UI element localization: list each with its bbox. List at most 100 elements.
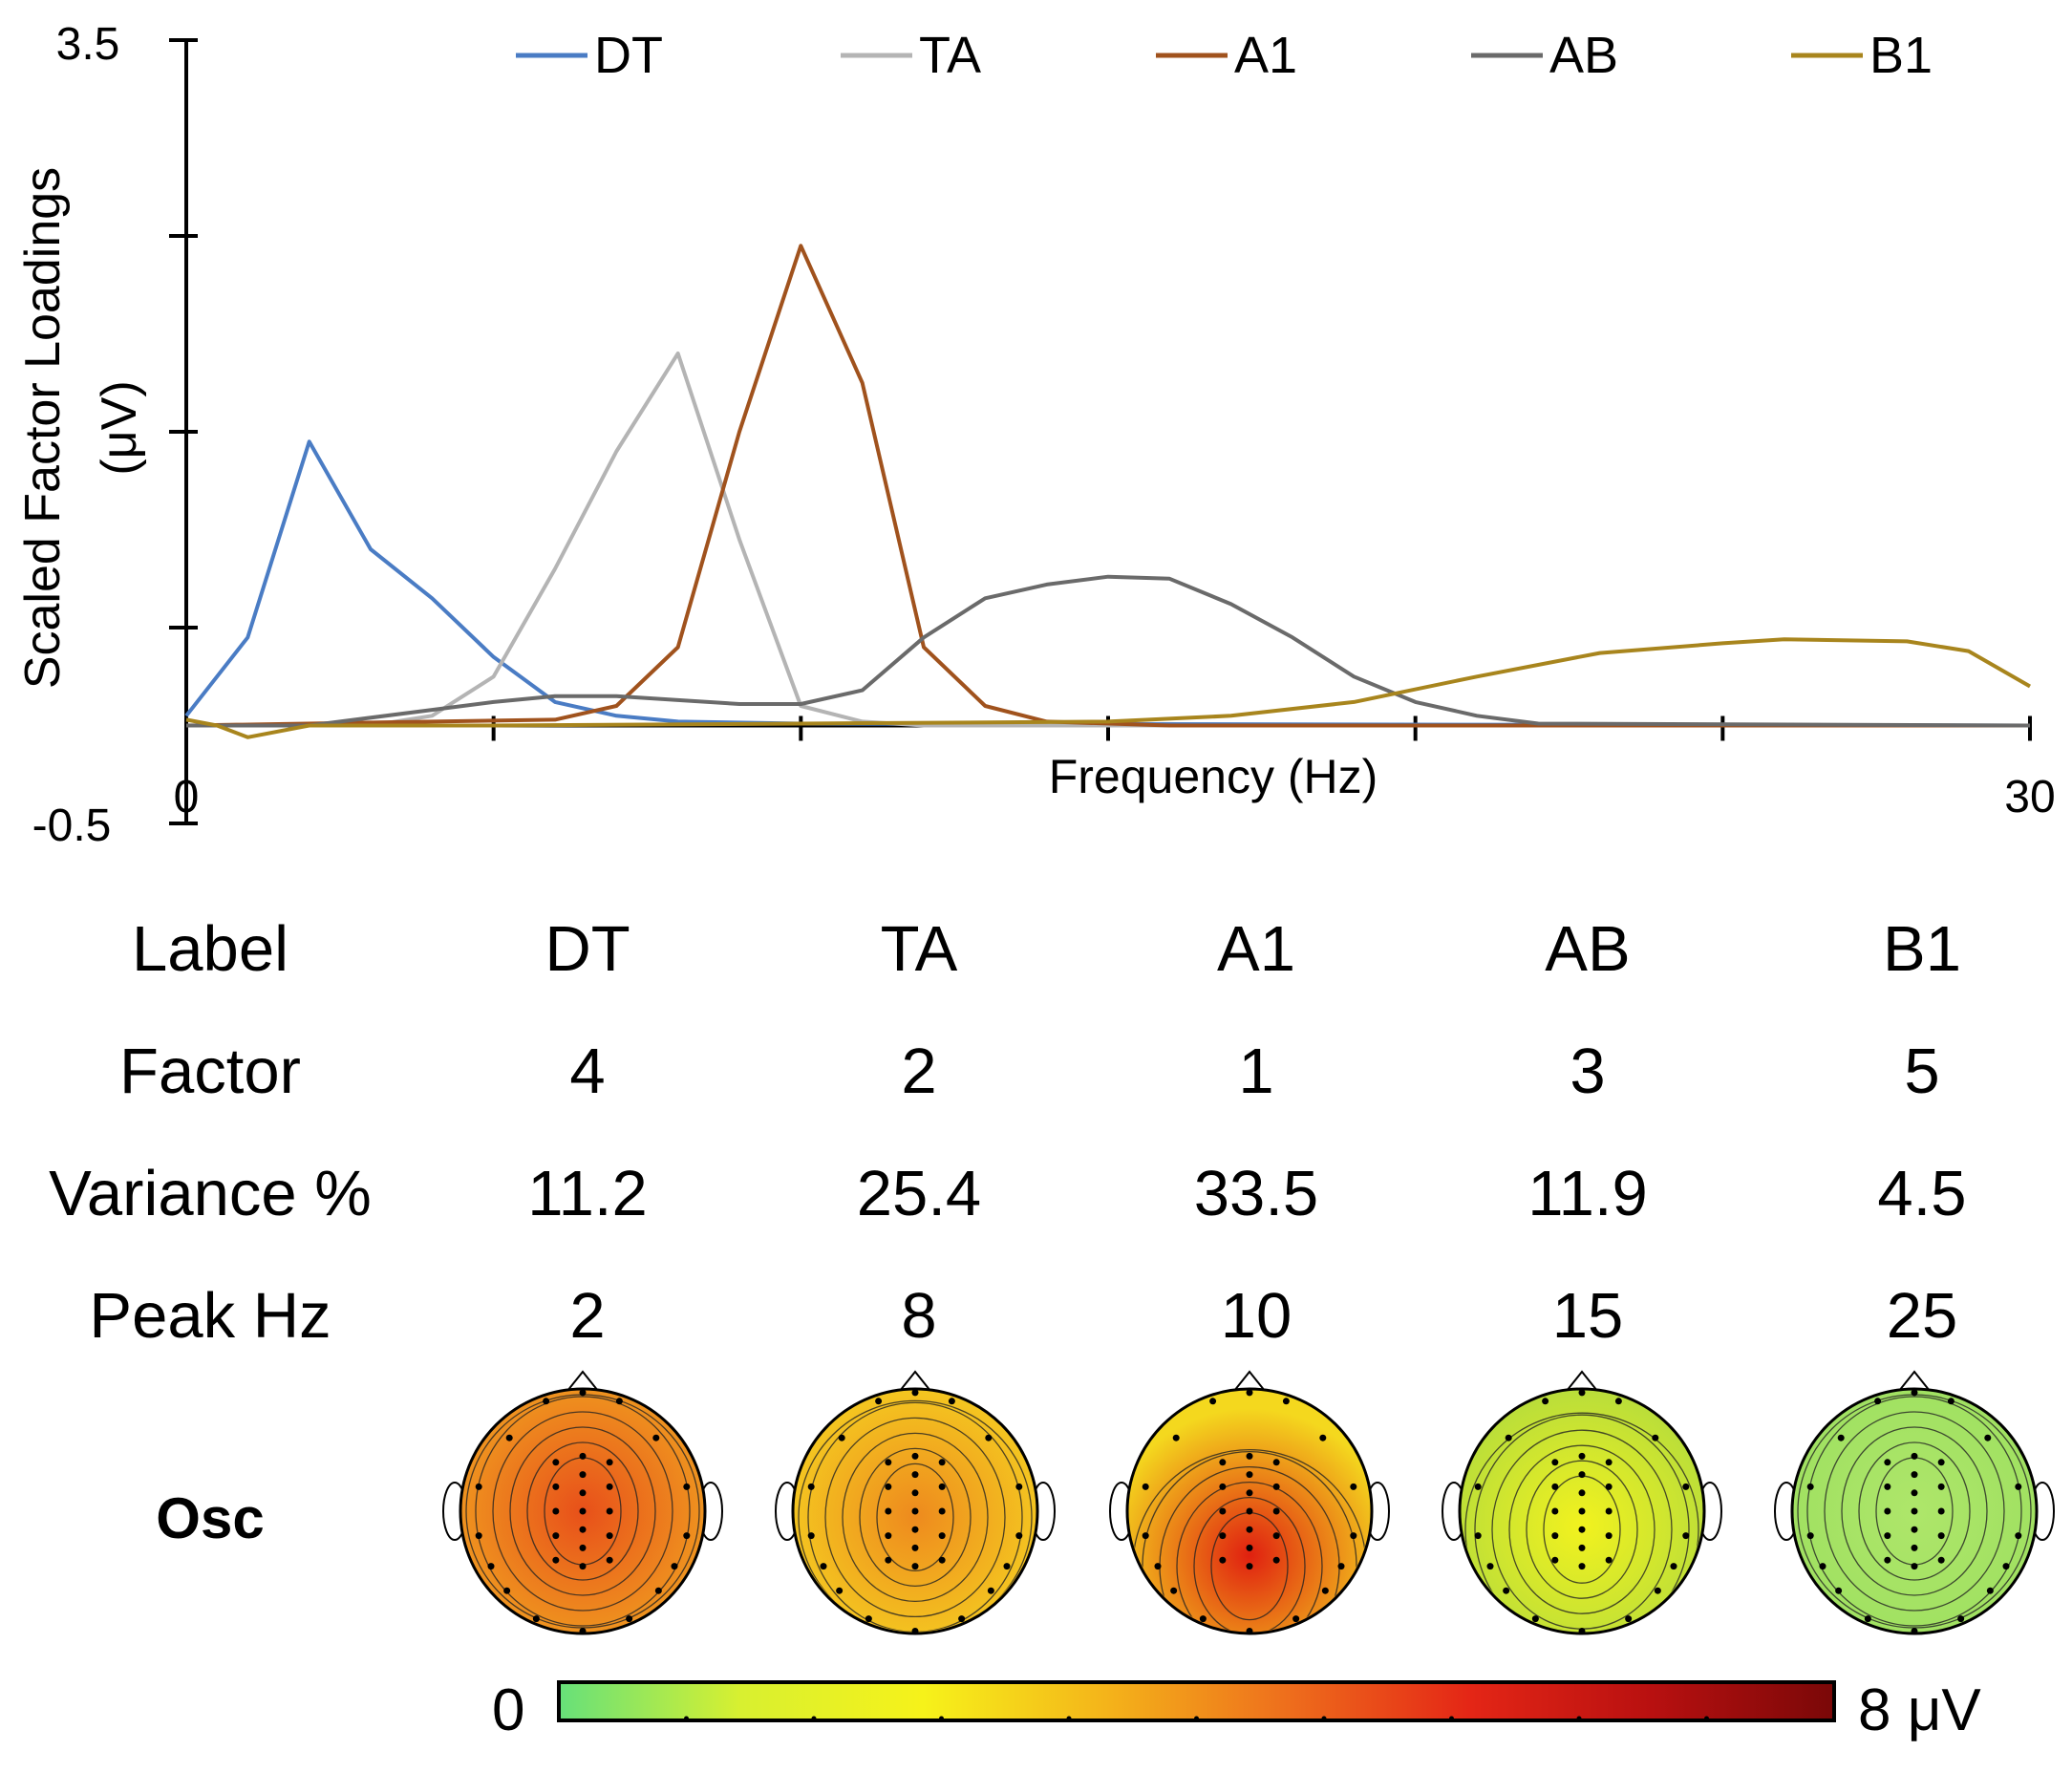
legend: DT TA A1 AB B1 — [516, 27, 1933, 84]
electrode-dot — [1003, 1563, 1011, 1570]
electrode-dot — [1292, 1615, 1300, 1623]
electrode-dot — [503, 1587, 511, 1594]
electrode-dot — [938, 1483, 946, 1490]
electrode-dot — [1142, 1532, 1149, 1540]
electrode-dot — [1605, 1483, 1613, 1490]
electrode-dot — [938, 1507, 946, 1515]
electrode-dot — [1246, 1544, 1253, 1551]
electrode-dot — [911, 1389, 919, 1397]
electrode-dot — [1682, 1483, 1690, 1490]
electrode-dot — [579, 1627, 587, 1634]
topomap-a1 — [1109, 1370, 1390, 1635]
cell-variance-b1: 4.5 — [1877, 1158, 1967, 1229]
cell-factor-ta: 2 — [901, 1035, 937, 1107]
electrode-dot — [1884, 1459, 1891, 1466]
electrode-dot — [487, 1563, 495, 1570]
contour-line — [509, 1426, 656, 1596]
electrode-dot — [1578, 1526, 1586, 1533]
cell-factor-b1: 5 — [1904, 1035, 1940, 1107]
series-line-ab — [186, 574, 2031, 728]
electrode-dot — [807, 1532, 815, 1540]
electrode-dot — [475, 1532, 482, 1540]
x-axis-label: Frequency (Hz) — [1049, 750, 1378, 803]
electrode-dot — [579, 1526, 587, 1533]
cell-peak-b1: 25 — [1886, 1280, 1958, 1352]
electrode-dot — [1246, 1452, 1253, 1460]
electrode-dot — [1614, 1398, 1622, 1405]
electrode-dot — [606, 1483, 613, 1490]
electrode-dot — [1209, 1398, 1217, 1405]
y-tick-label-max: 3.5 — [56, 19, 120, 70]
electrode-dot — [1551, 1532, 1559, 1540]
cell-label-b1: B1 — [1883, 913, 1961, 985]
legend-label-ab: AB — [1549, 27, 1618, 84]
electrode-dot — [911, 1563, 919, 1570]
electrode-dot — [1837, 1434, 1845, 1441]
electrode-dot — [1578, 1563, 1586, 1570]
electrode-dot — [1282, 1398, 1290, 1405]
electrode-dot — [1884, 1507, 1891, 1515]
electrode-dot — [683, 1483, 691, 1490]
electrode-dot — [1911, 1544, 1918, 1551]
electrode-dot — [1911, 1452, 1918, 1460]
series-line-ta — [186, 352, 2030, 728]
y-axis-unit: (μV) — [92, 380, 147, 475]
contour-line — [1806, 1396, 2022, 1627]
electrode-dot — [1350, 1483, 1357, 1490]
electrode-dot — [1957, 1615, 1965, 1623]
electrode-dot — [1246, 1526, 1253, 1533]
electrode-dot — [911, 1526, 919, 1533]
series-line-dt — [184, 439, 2031, 728]
electrode-dot — [1272, 1483, 1280, 1490]
contour-line — [1142, 1450, 1357, 1632]
contour-line — [475, 1396, 691, 1627]
electrode-dot — [1578, 1489, 1586, 1497]
electrode-dot — [911, 1507, 919, 1515]
contour-line — [1858, 1441, 1971, 1581]
contour-line — [842, 1432, 989, 1603]
electrode-dot — [552, 1483, 560, 1490]
electrode-dot — [1172, 1434, 1180, 1441]
electrode-dot — [1272, 1459, 1280, 1466]
electrode-dot — [579, 1389, 587, 1397]
colorbar-tick — [1576, 1716, 1582, 1721]
contour-line — [1526, 1460, 1638, 1599]
electrode-dot — [1984, 1434, 1992, 1441]
electrode-dot — [654, 1587, 662, 1594]
contour-line — [798, 1399, 1033, 1632]
colorbar-gradient — [557, 1680, 1836, 1722]
cell-peak-dt: 2 — [569, 1280, 606, 1352]
electrode-dot — [1503, 1587, 1510, 1594]
electrode-dot — [1578, 1627, 1586, 1634]
electrode-dot — [1578, 1507, 1586, 1515]
electrode-dot — [1911, 1627, 1918, 1634]
electrode-dot — [552, 1459, 560, 1466]
electrode-dot — [1337, 1563, 1345, 1570]
colorbar-min-label: 0 — [492, 1677, 525, 1743]
electrode-dot — [1015, 1483, 1023, 1490]
colorbar-tick — [1321, 1716, 1327, 1721]
electrode-dot — [1806, 1532, 1814, 1540]
contour-line — [1176, 1481, 1323, 1632]
topomap-ab — [1442, 1370, 1722, 1635]
series-line-b1 — [185, 637, 2031, 739]
electrode-dot — [1682, 1532, 1690, 1540]
cell-peak-ta: 8 — [901, 1280, 937, 1352]
electrode-dot — [948, 1398, 955, 1405]
electrode-dot — [626, 1615, 633, 1623]
contour-line — [1841, 1426, 1988, 1596]
electrode-dot — [1246, 1507, 1253, 1515]
electrode-dot — [1321, 1587, 1329, 1594]
electrode-dot — [1605, 1532, 1613, 1540]
electrode-dot — [1874, 1398, 1882, 1405]
topomap-row — [442, 1370, 2055, 1635]
loadings-chart: DT TA A1 AB B1 Scaled Factor Loadings (μV) F… — [15, 19, 2056, 851]
electrode-dot — [1272, 1507, 1280, 1515]
series-layer — [184, 244, 2031, 739]
row-header-variance: Variance % — [49, 1158, 372, 1229]
electrode-dot — [1937, 1532, 1945, 1540]
electrode-dot — [1578, 1452, 1586, 1460]
cell-variance-dt: 11.2 — [527, 1158, 648, 1229]
electrode-dot — [1937, 1556, 1945, 1564]
electrode-dot — [1142, 1483, 1149, 1490]
